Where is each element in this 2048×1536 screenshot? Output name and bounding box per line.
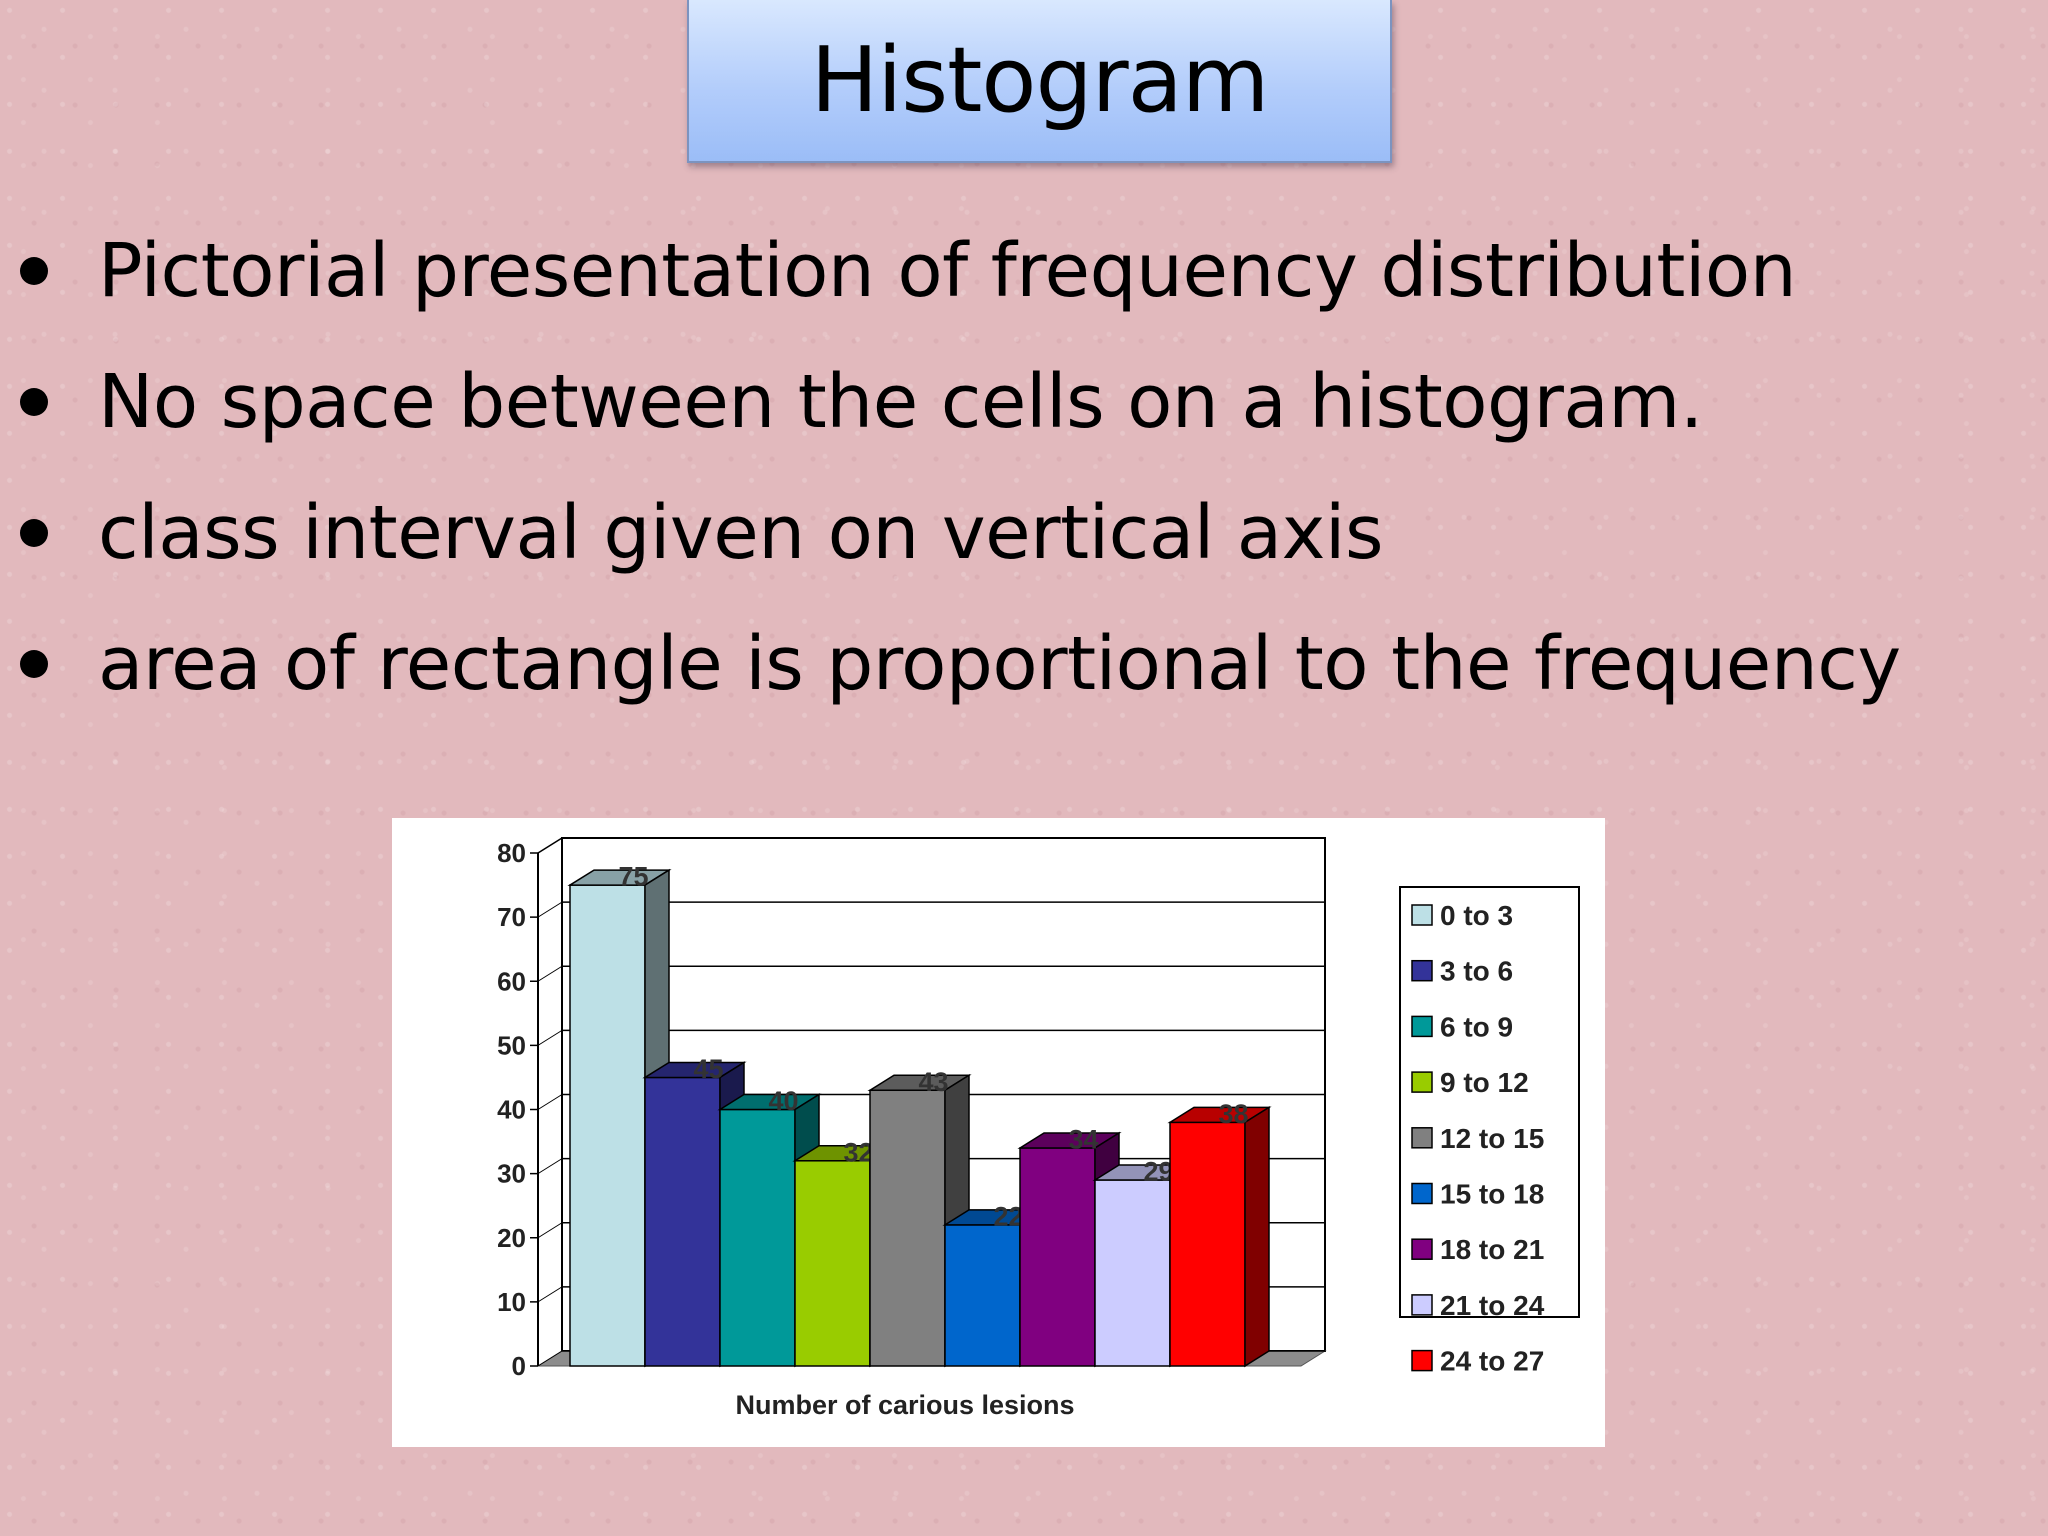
histogram-bar	[1019, 1147, 1096, 1367]
legend-label: 15 to 18	[1440, 1179, 1544, 1210]
histogram-chart-panel: 0 10 20 30 40 50 60 70 80 75 45 40 32 43 22 34 29 38 Numbe…	[392, 818, 1605, 1447]
bullet-item: Pictorial presentation of frequency dist…	[20, 205, 2020, 336]
gridline-depth	[537, 965, 563, 982]
legend-swatch	[1411, 904, 1433, 926]
bar-data-label: 38	[1218, 1099, 1248, 1129]
legend-swatch	[1411, 1294, 1433, 1316]
histogram-bar	[869, 1089, 946, 1367]
legend-label: 0 to 3	[1440, 900, 1513, 931]
bullet-text: area of rectangle is proportional to the…	[98, 620, 1901, 707]
y-tick-label: 60	[497, 966, 526, 996]
gridline-depth	[537, 1029, 563, 1046]
histogram-bar	[1169, 1121, 1246, 1367]
y-tick-label: 30	[497, 1159, 526, 1189]
bar-data-label: 29	[1143, 1157, 1173, 1187]
bullet-dot-icon	[20, 518, 48, 547]
gridline-depth	[537, 1094, 563, 1110]
legend-label: 18 to 21	[1440, 1234, 1544, 1265]
histogram-chart: 0 10 20 30 40 50 60 70 80 75 45 40 32 43 22 34 29 38 Numbe…	[497, 837, 1580, 1420]
legend-swatch	[1411, 1071, 1433, 1093]
bullet-item: area of rectangle is proportional to the…	[20, 598, 2020, 729]
bar-data-label: 34	[1068, 1124, 1098, 1154]
histogram-bar	[1094, 1179, 1171, 1367]
y-axis-depth	[537, 837, 563, 854]
legend-swatch	[1411, 1182, 1433, 1205]
bullet-text: Pictorial presentation of frequency dist…	[98, 227, 1797, 314]
bar-data-label: 40	[768, 1086, 798, 1116]
bullet-item: class interval given on vertical axis	[20, 467, 2020, 598]
bar-data-label: 22	[993, 1201, 1023, 1231]
y-tick-label: 80	[497, 838, 526, 868]
y-tick-label: 10	[497, 1287, 526, 1317]
legend-label: 24 to 27	[1440, 1346, 1544, 1377]
histogram-bar	[944, 1224, 1021, 1367]
bullet-dot-icon	[20, 256, 48, 285]
legend-swatch	[1411, 1349, 1433, 1372]
bar-data-label: 45	[693, 1054, 723, 1084]
y-tick-label: 40	[497, 1095, 526, 1125]
gridline-depth	[537, 1350, 563, 1367]
histogram-bar	[719, 1108, 796, 1367]
legend-label: 21 to 24	[1440, 1290, 1545, 1321]
y-tick-label: 70	[497, 902, 526, 932]
legend-swatch	[1411, 1127, 1433, 1149]
bullet-dot-icon	[20, 387, 48, 416]
gridline-depth	[537, 901, 563, 918]
y-tick-label: 0	[512, 1351, 526, 1381]
slide-title: Histogram	[810, 28, 1270, 133]
y-tick-label: 20	[497, 1223, 526, 1253]
bullet-text: class interval given on vertical axis	[98, 489, 1384, 576]
bullet-item: No space between the cells on a histogra…	[20, 336, 2020, 467]
legend-label: 3 to 6	[1440, 956, 1513, 987]
bullet-list: Pictorial presentation of frequency dist…	[20, 205, 2020, 729]
y-tick-label: 50	[497, 1030, 526, 1060]
legend-label: 6 to 9	[1440, 1011, 1513, 1042]
bar-data-label: 32	[843, 1137, 873, 1167]
histogram-bar-side	[1244, 1105, 1270, 1368]
gridline-depth	[537, 1158, 563, 1175]
bullet-dot-icon	[20, 649, 48, 678]
legend-label: 12 to 15	[1440, 1123, 1544, 1154]
legend-label: 9 to 12	[1440, 1067, 1529, 1098]
legend-swatch	[1411, 959, 1433, 982]
title-box: Histogram	[687, 0, 1392, 163]
bullet-text: No space between the cells on a histogra…	[98, 358, 1703, 445]
gridline-depth	[537, 1222, 563, 1239]
gridline-depth	[537, 1286, 563, 1303]
legend-swatch	[1411, 1015, 1433, 1038]
bar-data-label: 43	[918, 1067, 948, 1097]
histogram-bar	[794, 1160, 871, 1367]
bar-data-label: 75	[618, 862, 648, 892]
legend-swatch	[1411, 1238, 1433, 1260]
histogram-bar	[644, 1076, 721, 1367]
histogram-bar	[569, 884, 646, 1367]
x-axis-title: Number of carious lesions	[735, 1390, 1074, 1420]
